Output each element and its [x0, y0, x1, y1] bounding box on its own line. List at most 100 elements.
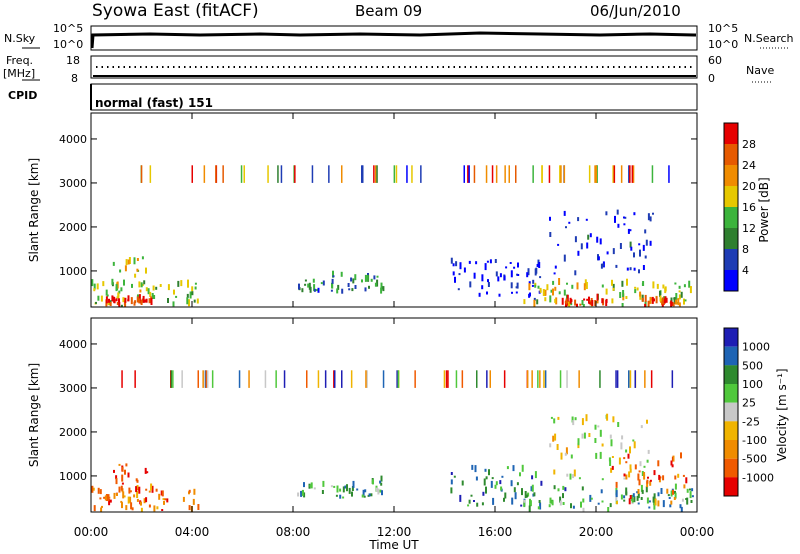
power-cell	[463, 267, 466, 273]
power-cell	[674, 282, 677, 285]
power-cell	[102, 281, 105, 287]
velocity-cell	[474, 465, 477, 473]
beam-label: Beam 09	[355, 2, 422, 20]
freq-panel: Freq. [MHz] 18 8 60 0 Nave	[3, 54, 774, 85]
power-streak	[632, 165, 635, 183]
power-cell	[615, 264, 618, 268]
velocity-streak	[382, 370, 385, 388]
power-cell	[531, 284, 534, 287]
power-cell	[495, 271, 498, 277]
velocity-cell	[625, 461, 628, 464]
velocity-streak	[445, 370, 448, 388]
velocity-cell	[681, 498, 684, 502]
velocity-cell	[597, 502, 600, 505]
velocity-cell	[375, 487, 378, 492]
velocity-cell	[625, 474, 628, 480]
power-cell	[351, 288, 354, 292]
velocity-cell	[118, 486, 121, 493]
velocity-cell	[552, 435, 555, 442]
velocity-cell	[578, 477, 581, 480]
power-cell	[304, 279, 307, 282]
power-cell	[124, 297, 127, 303]
power-cell	[127, 295, 130, 302]
velocity-streak	[628, 370, 630, 388]
power-cell	[127, 259, 130, 265]
velocity-cell	[637, 489, 640, 494]
velocity-colorbar-tick: -100	[742, 434, 767, 447]
power-cell	[567, 301, 570, 306]
power-cell	[497, 276, 500, 282]
power-cell	[348, 288, 351, 291]
power-cell	[145, 298, 148, 303]
velocity-cell	[629, 446, 631, 454]
power-streak	[376, 165, 378, 183]
velocity-cell	[484, 468, 487, 472]
velocity-cell	[611, 456, 614, 458]
velocity-cell	[521, 464, 524, 472]
power-cell	[533, 299, 536, 307]
velocity-cell	[523, 499, 526, 503]
velocity-cell	[192, 498, 195, 505]
velocity-cell	[623, 499, 626, 502]
velocity-cell	[513, 487, 516, 493]
velocity-streak	[396, 370, 398, 388]
power-cell	[647, 213, 650, 221]
power-cell	[315, 289, 318, 292]
power-cell	[503, 275, 506, 281]
power-cell	[138, 281, 141, 288]
power-cell	[191, 286, 194, 292]
velocity-cell	[623, 473, 626, 477]
velocity-cell	[615, 481, 618, 488]
power-cell	[317, 287, 320, 293]
velocity-cell	[151, 485, 154, 493]
power-cell	[644, 294, 647, 302]
velocity-cell	[122, 491, 125, 499]
velocity-cell	[136, 485, 139, 490]
power-cell	[662, 284, 665, 289]
velocity-cell	[629, 464, 632, 470]
power-cell	[645, 239, 648, 246]
velocity-cell	[93, 505, 96, 512]
velocity-cell	[669, 504, 672, 508]
power-cell	[568, 221, 571, 224]
velocity-streak	[306, 370, 308, 388]
velocity-cell	[627, 453, 630, 459]
power-cell	[583, 298, 586, 301]
velocity-cell	[637, 473, 640, 481]
power-cell	[368, 285, 370, 289]
power-cell	[652, 281, 655, 289]
power-cell	[554, 265, 557, 269]
power-streak	[411, 165, 413, 183]
velocity-cell	[577, 438, 580, 446]
power-cell	[116, 281, 119, 289]
power-cell	[123, 279, 125, 286]
power-cell	[651, 296, 654, 304]
velocity-cell	[686, 488, 689, 493]
power-cell	[152, 285, 155, 291]
velocity-cell	[653, 493, 656, 501]
power-cell	[601, 263, 604, 267]
velocity-cell	[551, 500, 554, 506]
velocity-streak	[397, 370, 400, 388]
nsky-tick-low: 10^0	[53, 38, 83, 51]
velocity-cell	[138, 486, 141, 494]
power-cell	[639, 249, 641, 257]
power-cell	[542, 289, 545, 296]
velocity-cell	[533, 492, 536, 497]
velocity-streak	[205, 370, 208, 388]
velocity-cell	[145, 497, 148, 503]
power-cell	[155, 286, 158, 290]
power-cell	[563, 254, 566, 262]
velocity-cell	[636, 491, 639, 494]
power-streak	[362, 165, 364, 183]
velocity-cell	[104, 495, 107, 501]
velocity-streak	[455, 370, 458, 388]
nave-tick-low: 0	[708, 72, 715, 85]
power-cell	[641, 297, 644, 302]
power-cell	[380, 287, 383, 294]
power-cell	[642, 244, 645, 251]
velocity-cell	[623, 457, 626, 460]
velocity-cell	[623, 477, 626, 480]
velocity-cell	[131, 507, 134, 511]
velocity-cell	[115, 478, 118, 485]
